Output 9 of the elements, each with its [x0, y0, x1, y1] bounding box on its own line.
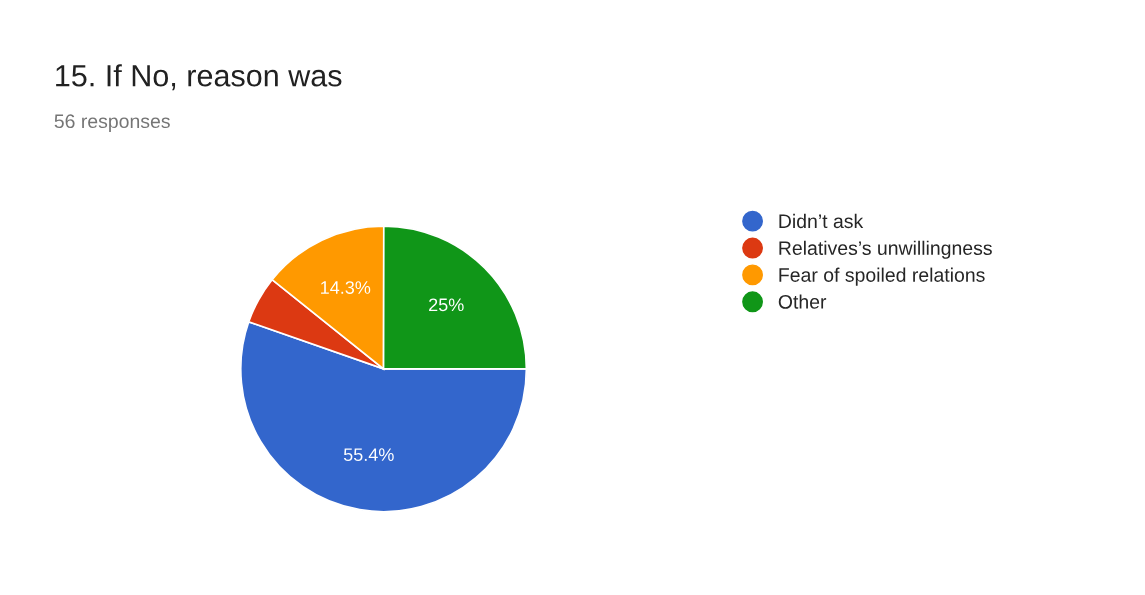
legend-label: Didn’t ask: [779, 213, 864, 229]
legend-label: Fear of spoiled relations: [779, 267, 985, 286]
legend-label: Relatives’s unwillingness: [779, 240, 992, 259]
chart-subtitle: 56 responses: [54, 114, 170, 132]
data-label: 25%: [429, 298, 464, 312]
data-label: 14.3%: [321, 281, 371, 294]
legend-label: Other: [778, 294, 827, 309]
chart-title: 15. If No, reason was: [56, 64, 342, 91]
data-label: 55.4%: [343, 448, 394, 462]
